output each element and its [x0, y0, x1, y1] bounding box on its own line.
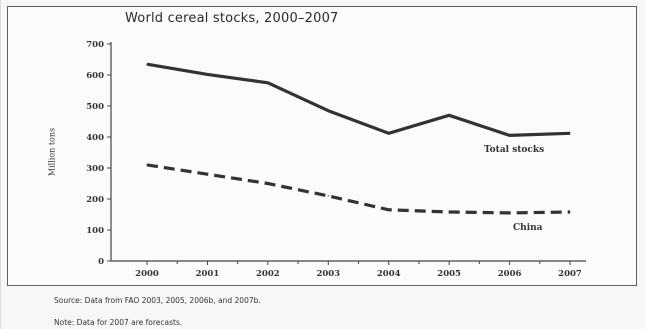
chart-title: World cereal stocks, 2000–2007	[125, 11, 339, 26]
series-labels: Total stocks China	[484, 145, 544, 233]
source-note: Source: Data from FAO 2003, 2005, 2006b,…	[54, 296, 261, 305]
data-point	[146, 164, 148, 166]
data-point	[267, 182, 269, 185]
x-tick-label: 2000	[135, 269, 159, 279]
x-tick-label: 2005	[437, 269, 461, 279]
china-label: China	[513, 223, 543, 233]
data-point	[508, 212, 511, 214]
data-point	[508, 134, 511, 137]
y-ticks: 0 100 200 300 400 500 600 700	[86, 40, 111, 267]
data-point	[327, 195, 329, 197]
x-tick-label: 2002	[256, 269, 280, 279]
y-tick-label: 0	[98, 257, 104, 267]
data-point	[146, 63, 148, 65]
x-ticks: 2000 2001 2002 2003 2004 2005 2006 2007	[135, 261, 582, 279]
y-tick-label: 600	[86, 71, 104, 81]
data-point	[569, 132, 571, 134]
x-tick-label: 2003	[316, 269, 340, 279]
data-point	[448, 114, 450, 116]
data-point	[206, 173, 209, 175]
x-tick-label: 2007	[558, 269, 582, 279]
axes	[110, 42, 586, 262]
series-line-total-stocks	[146, 62, 571, 137]
data-point	[327, 110, 329, 112]
y-tick-label: 500	[86, 102, 104, 112]
y-tick-label: 300	[86, 164, 104, 174]
total-stocks-label: Total stocks	[484, 145, 544, 155]
data-point	[388, 209, 390, 211]
data-point	[448, 211, 450, 213]
data-point	[388, 132, 390, 134]
x-tick-label: 2006	[498, 269, 522, 279]
data-point	[267, 82, 269, 84]
series-line-china	[146, 163, 571, 215]
forecast-note: Note: Data for 2007 are forecasts.	[54, 318, 183, 327]
y-tick-label: 400	[86, 133, 104, 143]
y-tick-label: 200	[86, 195, 104, 205]
x-tick-label: 2004	[377, 269, 401, 279]
data-point	[206, 73, 209, 75]
y-tick-label: 100	[86, 226, 104, 236]
y-tick-label: 700	[86, 40, 104, 50]
x-tick-label: 2001	[196, 269, 220, 279]
data-point	[569, 211, 571, 213]
chart-box	[7, 6, 637, 286]
series-lines	[146, 62, 571, 215]
